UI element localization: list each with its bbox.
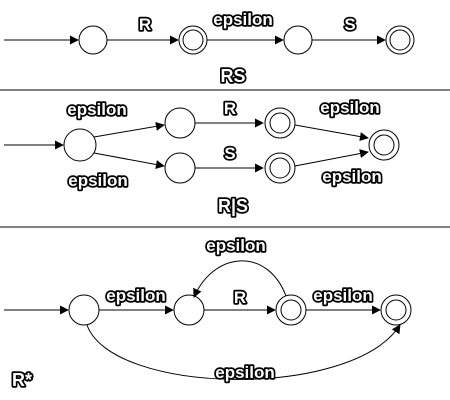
s-branch-state xyxy=(164,152,196,184)
s-branch-accept-state xyxy=(264,152,296,184)
transition-epsilon-upper-in xyxy=(93,121,165,138)
start-state xyxy=(63,128,97,162)
label-epsilon-entry: epsilon xyxy=(106,286,166,305)
final-accept-state xyxy=(368,129,400,161)
label-epsilon-loop: epsilon xyxy=(206,236,266,255)
label-epsilon-skip: epsilon xyxy=(215,363,275,382)
concatenation-section: R epsilon S RS xyxy=(4,8,415,88)
kleene-star-section: epsilon epsilon R epsilon epsilon R* xyxy=(4,234,412,392)
caption-rs: RS xyxy=(220,66,245,86)
label-r: R xyxy=(234,288,246,307)
label-epsilon-upper-out: epsilon xyxy=(320,98,380,117)
transition-epsilon-loop xyxy=(193,260,287,298)
caption-r-star: R* xyxy=(12,370,32,390)
accept-state-r xyxy=(178,25,208,55)
intermediate-state xyxy=(283,25,313,55)
start-state xyxy=(68,294,100,326)
r-accept-state xyxy=(275,294,307,326)
label-r: R xyxy=(139,15,151,34)
transition-epsilon-lower-out xyxy=(294,149,369,167)
label-epsilon-exit: epsilon xyxy=(313,286,373,305)
r-branch-accept-state xyxy=(264,107,296,139)
r-branch-state xyxy=(164,107,196,139)
transition-epsilon-skip xyxy=(86,324,401,380)
label-epsilon-lower-out: epsilon xyxy=(322,167,382,186)
label-s: S xyxy=(224,144,235,163)
accept-state-s xyxy=(385,25,415,55)
label-epsilon: epsilon xyxy=(213,10,273,29)
label-epsilon-upper-in: epsilon xyxy=(67,100,127,119)
transition-epsilon-upper-out xyxy=(294,124,369,142)
label-r: R xyxy=(224,99,236,118)
start-state xyxy=(78,25,108,55)
caption-r-or-s: R|S xyxy=(218,196,248,216)
loop-state xyxy=(173,294,205,326)
final-accept-state xyxy=(380,294,412,326)
alternation-section: epsilon epsilon R S epsilon epsilon R|S xyxy=(4,96,400,218)
label-epsilon-lower-in: epsilon xyxy=(68,171,128,190)
label-s: S xyxy=(344,15,355,34)
transition-epsilon-lower-in xyxy=(93,152,165,169)
